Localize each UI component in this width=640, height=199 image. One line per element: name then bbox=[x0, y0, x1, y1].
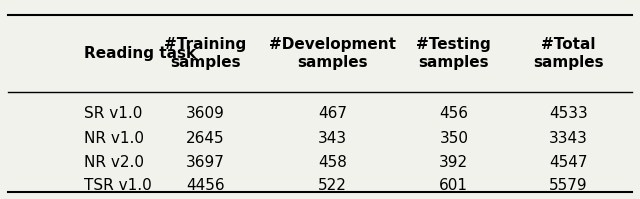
Text: 343: 343 bbox=[318, 131, 348, 146]
Text: 350: 350 bbox=[439, 131, 468, 146]
Text: 458: 458 bbox=[318, 155, 347, 170]
Text: 4456: 4456 bbox=[186, 178, 225, 193]
Text: 522: 522 bbox=[318, 178, 347, 193]
Text: 467: 467 bbox=[318, 106, 348, 121]
Text: 3697: 3697 bbox=[186, 155, 225, 170]
Text: #Development
samples: #Development samples bbox=[269, 37, 396, 70]
Text: #Training
samples: #Training samples bbox=[164, 37, 246, 70]
Text: #Testing
samples: #Testing samples bbox=[417, 37, 491, 70]
Text: 4547: 4547 bbox=[549, 155, 588, 170]
Text: 601: 601 bbox=[439, 178, 468, 193]
Text: NR v1.0: NR v1.0 bbox=[84, 131, 144, 146]
Text: Reading task: Reading task bbox=[84, 46, 196, 61]
Text: 2645: 2645 bbox=[186, 131, 225, 146]
Text: 4533: 4533 bbox=[549, 106, 588, 121]
Text: 3343: 3343 bbox=[549, 131, 588, 146]
Text: 3609: 3609 bbox=[186, 106, 225, 121]
Text: 5579: 5579 bbox=[549, 178, 588, 193]
Text: 456: 456 bbox=[439, 106, 468, 121]
Text: 392: 392 bbox=[439, 155, 468, 170]
Text: TSR v1.0: TSR v1.0 bbox=[84, 178, 152, 193]
Text: SR v1.0: SR v1.0 bbox=[84, 106, 143, 121]
Text: NR v2.0: NR v2.0 bbox=[84, 155, 144, 170]
Text: #Total
samples: #Total samples bbox=[533, 37, 604, 70]
